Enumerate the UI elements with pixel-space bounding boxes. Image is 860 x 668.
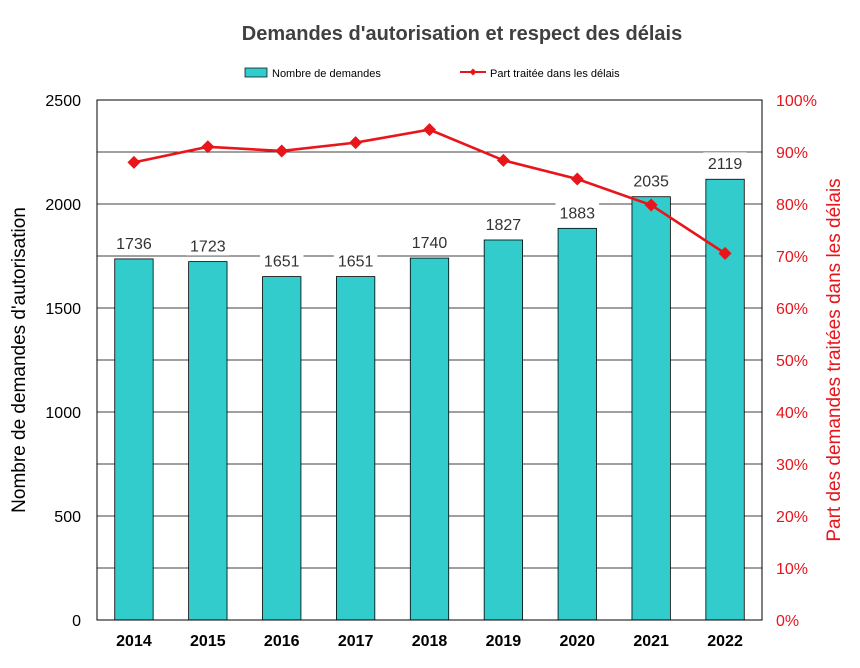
y2-tick-label: 10% bbox=[776, 561, 808, 578]
y-tick-label: 2500 bbox=[45, 93, 81, 110]
legend-line-marker bbox=[469, 68, 477, 76]
legend-bar-label: Nombre de demandes bbox=[272, 68, 381, 80]
x-tick-label: 2021 bbox=[633, 633, 669, 650]
bar bbox=[262, 276, 302, 621]
bar bbox=[188, 261, 228, 621]
y2-tick-label: 80% bbox=[776, 197, 808, 214]
y2-tick-label: 90% bbox=[776, 145, 808, 162]
line-point bbox=[718, 246, 732, 260]
x-tick-label: 2018 bbox=[412, 633, 448, 650]
data-label: 1736 bbox=[116, 236, 152, 253]
data-label-bg bbox=[555, 201, 600, 223]
data-label: 2035 bbox=[633, 174, 669, 191]
line-point bbox=[644, 198, 658, 212]
data-label: 1827 bbox=[486, 217, 522, 234]
y2-tick-label: 100% bbox=[776, 93, 817, 110]
data-label-bg bbox=[333, 249, 378, 271]
data-label: 2119 bbox=[708, 156, 743, 173]
line-point bbox=[423, 123, 436, 137]
bars bbox=[114, 178, 745, 621]
line-point bbox=[496, 153, 510, 167]
y-axis-label: Nombre de demandes d'autorisation bbox=[9, 207, 30, 513]
data-label: 1723 bbox=[190, 239, 226, 256]
data-label-bg bbox=[186, 234, 230, 256]
data-label-bg bbox=[703, 152, 747, 174]
line-point bbox=[127, 155, 141, 169]
y-tick-label: 0 bbox=[72, 613, 81, 630]
y2-axis-ticks: 0% 10% 20% 30% 40% 50% 60% 70% 80% 90% 100% bbox=[776, 93, 817, 630]
x-tick-label: 2015 bbox=[190, 633, 226, 650]
bar bbox=[409, 257, 450, 621]
y2-tick-label: 70% bbox=[776, 249, 808, 266]
y-tick-label: 1000 bbox=[45, 405, 81, 422]
line-point bbox=[570, 172, 584, 186]
data-label-bg bbox=[407, 231, 452, 253]
data-label: 1740 bbox=[412, 235, 448, 252]
chart-title: Demandes d'autorisation et respect des d… bbox=[242, 23, 682, 45]
bar-data-labels: 1736 1723 1651 1651 1740 1827 1883 2035 2119 bbox=[112, 152, 747, 271]
x-tick-label: 2016 bbox=[264, 633, 300, 650]
bar bbox=[557, 227, 597, 621]
bar bbox=[335, 276, 376, 621]
y-tick-label: 2000 bbox=[45, 197, 81, 214]
x-tick-label: 2020 bbox=[559, 633, 595, 650]
legend: Nombre de demandes Part traitée dans les… bbox=[244, 67, 620, 80]
line-point bbox=[349, 136, 363, 150]
y2-tick-label: 20% bbox=[776, 509, 808, 526]
data-label-bg bbox=[629, 169, 673, 191]
line-point bbox=[275, 144, 289, 158]
x-axis-ticks: 2014 2015 2016 2017 2018 2019 2020 2021 2022 bbox=[116, 633, 743, 650]
data-label: 1883 bbox=[559, 205, 595, 222]
data-label: 1651 bbox=[264, 254, 300, 271]
y-axis-ticks: 0 500 1000 1500 2000 2500 bbox=[45, 93, 81, 630]
data-label-bg bbox=[112, 231, 156, 253]
y-tick-label: 1500 bbox=[45, 301, 81, 318]
x-tick-label: 2019 bbox=[486, 633, 522, 650]
y2-tick-label: 30% bbox=[776, 457, 808, 474]
data-label-bg bbox=[481, 212, 526, 234]
line-series bbox=[127, 123, 732, 260]
bar bbox=[114, 258, 154, 621]
y2-tick-label: 0% bbox=[776, 613, 799, 630]
data-label: 1651 bbox=[338, 254, 374, 271]
bar bbox=[483, 239, 523, 621]
x-tick-label: 2022 bbox=[707, 633, 743, 650]
y2-tick-label: 40% bbox=[776, 405, 808, 422]
legend-bar-swatch bbox=[244, 67, 268, 78]
bar bbox=[631, 196, 671, 621]
y2-tick-label: 60% bbox=[776, 301, 808, 318]
y2-axis-label: Part des demandes traitées dans les déla… bbox=[824, 178, 845, 541]
legend-line-label: Part traitée dans les délais bbox=[490, 68, 620, 80]
y-tick-label: 500 bbox=[54, 509, 81, 526]
x-tick-label: 2017 bbox=[338, 633, 374, 650]
x-tick-label: 2014 bbox=[116, 633, 152, 650]
y2-tick-label: 50% bbox=[776, 353, 808, 370]
line-point bbox=[201, 140, 215, 154]
plot-frame bbox=[96, 99, 763, 621]
data-label-bg bbox=[259, 249, 304, 271]
